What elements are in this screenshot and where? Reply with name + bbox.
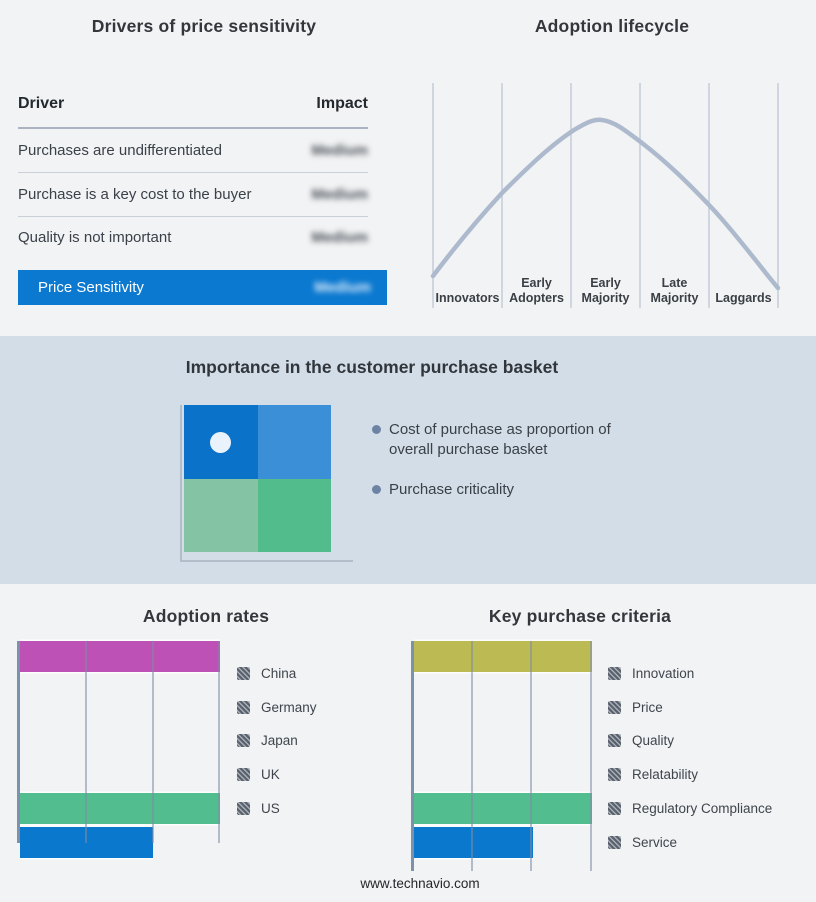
bar-germany	[20, 827, 154, 858]
quadrant-cell-top-right	[257, 405, 331, 479]
table-row: Purchase is a key cost to the buyer Medi…	[18, 173, 368, 217]
circle-bullet-icon	[372, 425, 381, 434]
legend-label: Service	[632, 834, 678, 850]
legend-label: Quality	[632, 732, 675, 748]
stage-label-early-adopters: Early Adopters	[509, 276, 564, 305]
column-header-impact: Impact	[316, 95, 368, 112]
quadrant-x-axis	[180, 560, 353, 562]
legend-label: Japan	[261, 732, 298, 748]
lifecycle-chart	[430, 83, 781, 308]
quadrant-y-axis	[180, 405, 182, 562]
bullet-text: Purchase criticality	[389, 481, 515, 498]
bar-china	[20, 793, 220, 824]
impact-cell-blurred: Medium	[311, 229, 368, 246]
driver-cell: Quality is not important	[18, 229, 172, 246]
hatched-square-icon	[608, 835, 621, 849]
lifecycle-stage-labels: Innovators Early Adopters Early Majority…	[433, 268, 778, 306]
legend-label: Relatability	[632, 766, 699, 782]
basket-panel-title: Importance in the customer purchase bask…	[185, 357, 559, 377]
gridline	[590, 641, 592, 871]
driver-cell: Purchases are undifferentiated	[18, 142, 223, 159]
bar-us	[20, 641, 220, 672]
legend-item: Service	[608, 834, 678, 850]
gridline	[152, 641, 154, 843]
gridline	[530, 641, 532, 871]
circle-bullet-icon	[372, 485, 381, 494]
legend-item: Quality	[608, 732, 675, 748]
gridline	[218, 641, 220, 843]
impact-cell-blurred: Medium	[311, 142, 368, 159]
quadrant-cell-bottom-right	[257, 478, 331, 552]
legend-label: Price	[632, 699, 663, 715]
quadrant-graphic	[184, 405, 331, 552]
website-url: www.technavio.com	[360, 876, 480, 891]
price-sensitivity-highlight-row: Price Sensitivity Medium	[18, 270, 387, 305]
adoption-rates-title: Adoption rates	[142, 606, 270, 626]
hatched-square-icon	[237, 801, 250, 815]
bullet-text: Cost of purchase as proportion of overal…	[389, 421, 611, 458]
lifecycle-panel-title: Adoption lifecycle	[534, 16, 690, 36]
bell-curve	[430, 117, 781, 291]
quadrant-cell-bottom-left	[184, 478, 258, 552]
legend-label: Germany	[261, 699, 317, 715]
hatched-square-icon	[608, 733, 621, 747]
hatched-square-icon	[237, 767, 250, 781]
legend-label: US	[261, 800, 280, 816]
legend-label: UK	[261, 766, 280, 782]
purchase-basket-band: Importance in the customer purchase bask…	[0, 336, 816, 584]
hatched-square-icon	[608, 801, 621, 815]
gridline	[471, 641, 473, 871]
legend-item: Price	[608, 699, 663, 715]
white-dot-icon	[210, 432, 231, 453]
legend-item: Japan	[237, 732, 298, 748]
column-header-driver: Driver	[18, 95, 65, 112]
stage-label-laggards: Laggards	[715, 291, 772, 305]
hatched-square-icon	[608, 767, 621, 781]
impact-cell-blurred: Medium	[314, 279, 371, 296]
key-purchase-criteria-chart	[411, 641, 593, 871]
hatched-square-icon	[237, 666, 250, 680]
impact-cell-blurred: Medium	[311, 186, 368, 203]
drivers-table-header: Driver Impact	[18, 95, 368, 129]
bar-innovation	[414, 793, 593, 824]
driver-cell: Purchase is a key cost to the buyer	[18, 186, 252, 203]
bar-service	[414, 641, 593, 672]
hatched-square-icon	[237, 733, 250, 747]
legend-item: Relatability	[608, 766, 699, 782]
adoption-rates-chart	[17, 641, 220, 858]
legend-item: China	[237, 665, 297, 681]
lifecycle-gridlines	[432, 83, 779, 308]
legend-item: UK	[237, 766, 280, 782]
legend-item: Germany	[237, 699, 317, 715]
table-row: Purchases are undifferentiated Medium	[18, 129, 368, 173]
legend-item: US	[237, 800, 280, 816]
stage-label-innovators: Innovators	[435, 291, 500, 305]
hatched-square-icon	[608, 700, 621, 714]
hatched-square-icon	[608, 666, 621, 680]
gridline	[85, 641, 87, 843]
table-row: Quality is not important Medium	[18, 216, 368, 259]
stage-label-early-majority: Early Majority	[581, 276, 630, 305]
legend-label: China	[261, 665, 297, 681]
drivers-panel-title: Drivers of price sensitivity	[91, 16, 317, 36]
highlight-driver-cell: Price Sensitivity	[38, 279, 144, 296]
legend-item: Innovation	[608, 665, 695, 681]
list-item: Cost of purchase as proportion of overal…	[372, 420, 641, 459]
key-purchase-criteria-title: Key purchase criteria	[488, 606, 672, 626]
legend-item: Regulatory Compliance	[608, 800, 773, 816]
legend-label: Innovation	[632, 665, 695, 681]
legend-label: Regulatory Compliance	[632, 800, 773, 816]
y-axis-line	[411, 641, 414, 871]
hatched-square-icon	[237, 700, 250, 714]
list-item: Purchase criticality	[372, 480, 641, 500]
stage-label-late-majority: Late Majority	[650, 276, 699, 305]
y-axis-line	[17, 641, 20, 843]
bar-price	[414, 827, 533, 858]
